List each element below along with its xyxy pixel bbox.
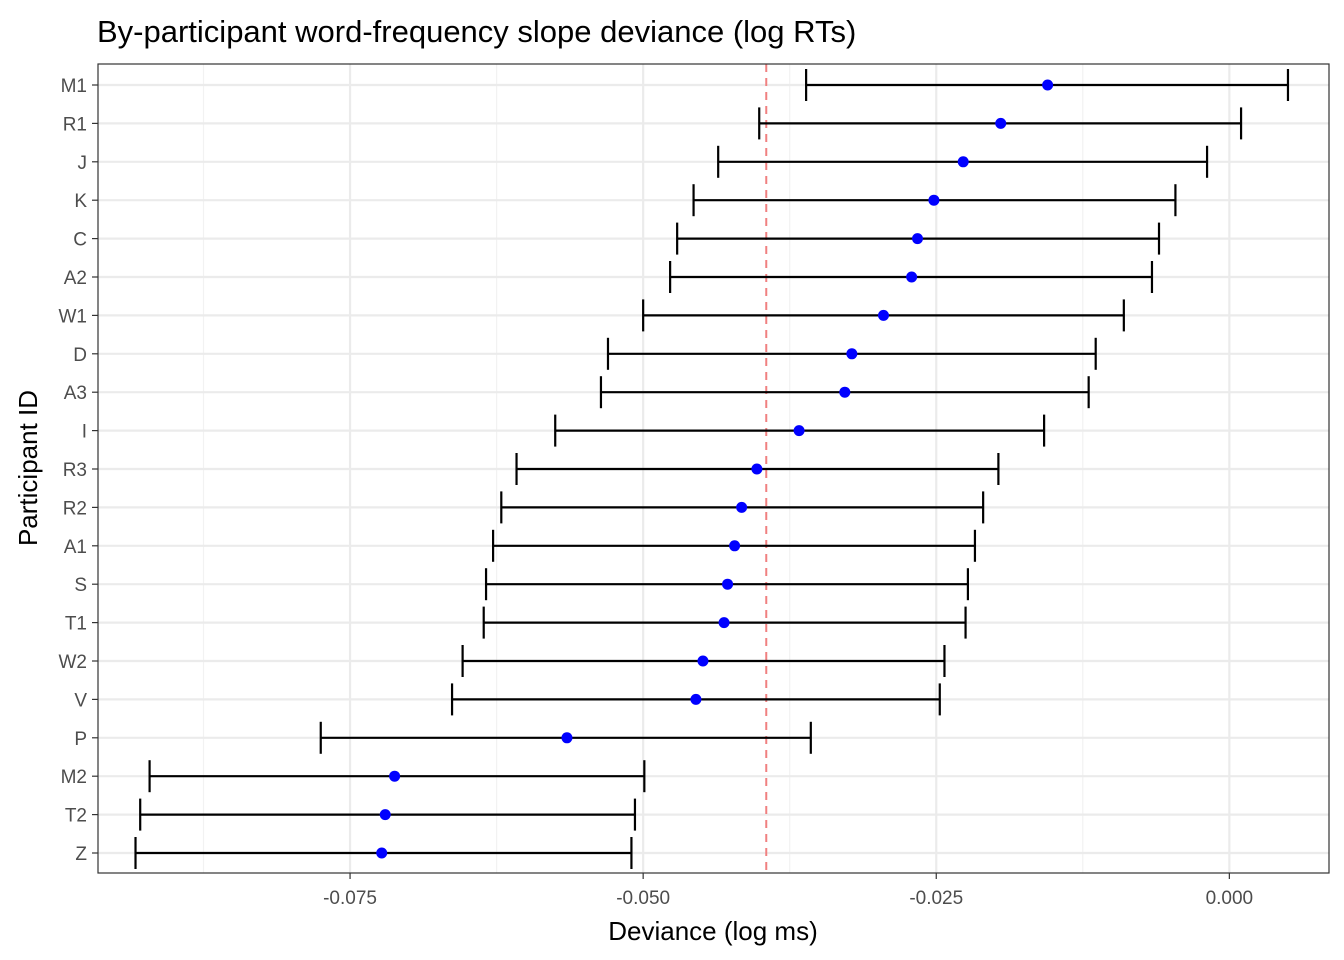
point-Z (376, 847, 388, 859)
x-tick-label: -0.025 (909, 888, 963, 909)
point-K (928, 194, 940, 206)
point-T1 (718, 617, 730, 629)
point-V (690, 693, 702, 705)
point-A1 (729, 540, 741, 552)
y-tick-label-T1: T1 (65, 614, 87, 635)
point-P (561, 732, 573, 744)
y-tick-label-M1: M1 (61, 76, 87, 97)
y-tick-label-T2: T2 (65, 806, 87, 827)
y-tick-label-Z: Z (75, 844, 87, 865)
point-A3 (839, 386, 851, 398)
chart-title: By-participant word-frequency slope devi… (97, 14, 856, 49)
plot-area: M1 R1 JKC A2 W1 D A3 I R3 R2 A1 S T1 W2 VP M2 T2 Z -0.075 -… (59, 63, 1330, 909)
y-tick-label-W2: W2 (59, 652, 88, 673)
point-R3 (751, 463, 763, 475)
y-tick-label-J: J (78, 153, 88, 174)
point-C (911, 233, 923, 245)
x-axis-title: Deviance (log ms) (608, 916, 818, 946)
point-M1 (1042, 79, 1054, 91)
y-tick-label-S: S (74, 575, 87, 596)
point-S (722, 578, 734, 590)
y-tick-label-K: K (74, 191, 87, 212)
point-A2 (906, 271, 918, 283)
y-tick-label-D: D (73, 345, 87, 366)
point-R1 (995, 117, 1007, 129)
y-tick-label-V: V (74, 690, 87, 711)
point-M2 (389, 770, 401, 782)
point-W2 (697, 655, 709, 667)
y-tick-label-A2: A2 (64, 268, 87, 289)
point-T2 (379, 809, 391, 821)
y-tick-label-R1: R1 (63, 114, 87, 135)
y-tick-label-W1: W1 (59, 306, 88, 327)
point-J (957, 156, 969, 168)
point-D (846, 348, 858, 360)
y-tick-label-R3: R3 (63, 460, 87, 481)
x-tick-label: -0.050 (616, 888, 670, 909)
point-I (793, 425, 805, 437)
y-tick-label-A1: A1 (64, 537, 87, 558)
y-tick-label-R2: R2 (63, 498, 87, 519)
y-tick-label-A3: A3 (64, 383, 87, 404)
y-tick-label-I: I (82, 422, 87, 443)
x-tick-label: 0.000 (1206, 888, 1254, 909)
x-tick-label: -0.075 (323, 888, 377, 909)
point-W1 (877, 309, 889, 321)
point-R2 (736, 501, 748, 513)
y-tick-label-C: C (73, 230, 87, 251)
y-tick-label-P: P (74, 729, 87, 750)
y-axis-title: Participant ID (13, 390, 43, 546)
y-tick-label-M2: M2 (61, 767, 87, 788)
